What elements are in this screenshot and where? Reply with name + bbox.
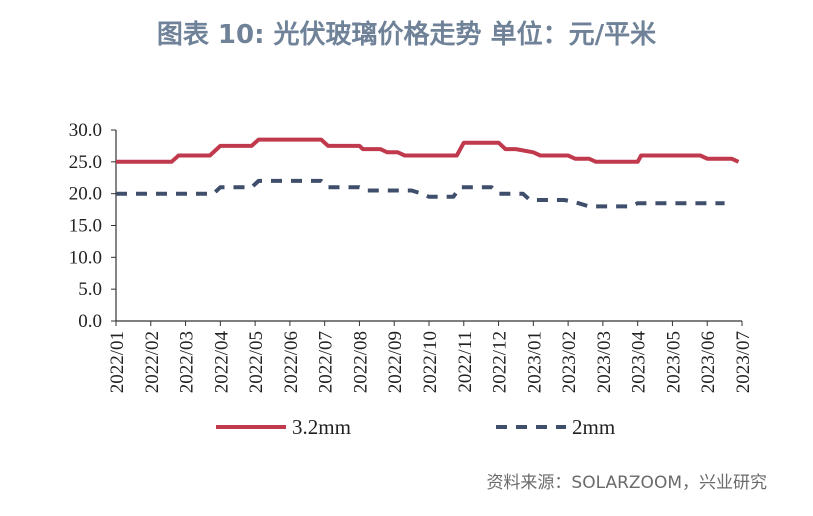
series-line-1 (116, 178, 725, 209)
series-line-0 (116, 137, 740, 164)
chart-title: 图表 10: 光伏玻璃价格走势 单位：元/平米 (156, 20, 657, 50)
x-tick-label: 2023/03 (594, 331, 615, 393)
x-tick-label: 2022/03 (177, 331, 198, 393)
y-tick-label: 0.0 (78, 311, 102, 332)
x-tick-label: 2023/01 (524, 331, 545, 393)
legend: 3.2mm 2mm (216, 415, 615, 439)
x-tick-label: 2023/04 (629, 331, 650, 394)
series-lines (116, 137, 740, 209)
x-tick-label: 2022/04 (211, 331, 232, 394)
x-tick-label: 2022/09 (385, 331, 406, 393)
x-tick-label: 2023/06 (698, 331, 719, 393)
x-tick-label: 2022/05 (246, 331, 267, 393)
x-tick-label: 2022/01 (107, 331, 128, 393)
x-tick-label: 2022/07 (316, 331, 337, 393)
x-tick-label: 2022/12 (490, 331, 511, 393)
y-tick-label: 5.0 (78, 279, 102, 300)
y-tick-label: 20.0 (69, 184, 102, 205)
x-axis-ticks: 2022/01 2022/02 2022/03 2022/04 2022/05 2022/… (107, 321, 754, 393)
axes (115, 130, 742, 322)
x-tick-label: 2023/05 (663, 331, 684, 393)
x-tick-label: 2022/06 (281, 331, 302, 393)
source-note: 资料来源：SOLARZOOM，兴业研究 (486, 473, 767, 493)
x-tick-label: 2022/08 (350, 331, 371, 393)
legend-label-0: 3.2mm (292, 415, 351, 439)
x-tick-label: 2022/02 (142, 331, 163, 393)
x-tick-label: 2023/07 (733, 331, 754, 393)
x-tick-label: 2022/10 (420, 331, 441, 393)
y-tick-label: 25.0 (69, 152, 102, 173)
y-axis-ticks: 0.0 5.0 10.0 15.0 20.0 25.0 30.0 (69, 120, 116, 332)
x-tick-label: 2022/11 (455, 331, 476, 393)
y-tick-label: 30.0 (69, 120, 102, 141)
x-tick-label: 2023/02 (559, 331, 580, 393)
y-tick-label: 10.0 (69, 247, 102, 268)
legend-label-1: 2mm (572, 415, 615, 439)
y-tick-label: 15.0 (69, 216, 102, 237)
